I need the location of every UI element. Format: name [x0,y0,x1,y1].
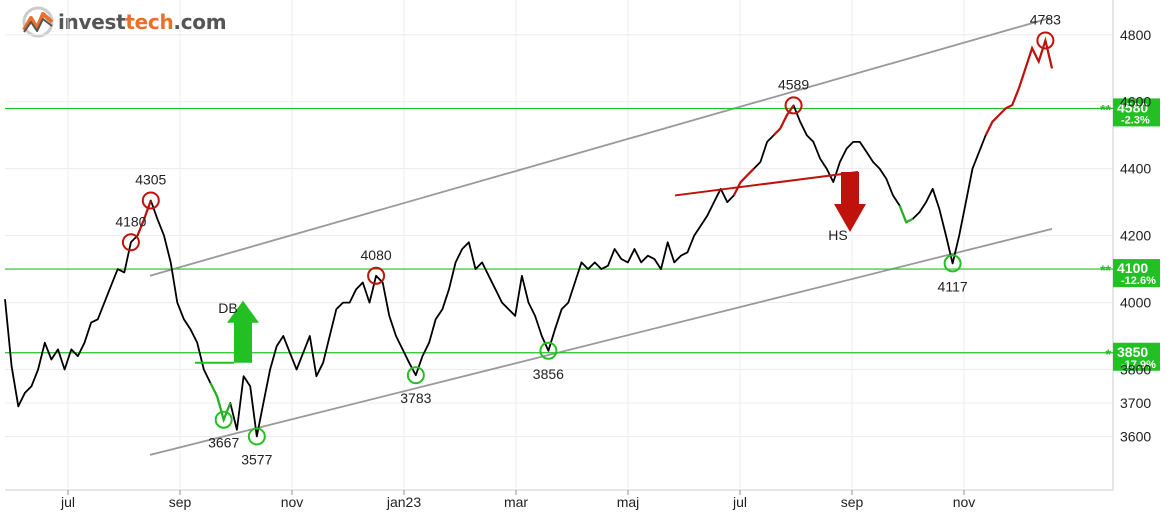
y-tick-label: 3800 [1120,362,1151,378]
price-line-segment [898,205,914,224]
channel-lower-line [149,228,1053,456]
y-tick-label: 4400 [1120,161,1151,177]
level-value: 4100 [1117,260,1148,276]
price-line [4,39,1053,438]
price-line-segment [732,167,755,196]
arrow-down-icon [834,172,866,233]
investtech-logo: investtech.com [18,6,227,38]
pivot-circle [406,366,425,385]
price-line-segment [772,104,795,136]
pivot-points: 3667 4305 3577 4080 3783 4180 3856 4589 4117 4783 [115,11,1061,467]
level-change: -17.9% [1121,359,1156,371]
pivot-label: 3856 [533,366,564,382]
pivot-circle [943,254,962,273]
y-tick-label: 4200 [1120,228,1151,244]
price-series [4,36,1054,438]
price-line-segment [136,200,152,237]
channel-upper-line [149,17,1051,277]
level-change: -12.6% [1121,275,1156,287]
price-line-segment [209,382,232,424]
pivot-circle [1036,31,1055,50]
x-tick-label: jul [60,494,75,510]
level-marker: * [1106,346,1112,362]
y-tick-label: 4600 [1120,94,1151,110]
arrow-up-icon [227,300,259,363]
y-tick-label: 3700 [1120,395,1151,411]
price-line-segment [984,36,1054,136]
pivot-label: 4305 [135,171,166,187]
pivot-circle [539,341,558,360]
x-tick-labels: jul sep nov jan23 mar maj jul sep nov [60,494,975,510]
pivot-label: 3667 [208,435,239,451]
x-tick-label: sep [841,494,864,510]
pivot-circle [121,233,140,252]
y-tick-label: 4000 [1120,295,1151,311]
x-tick-label: nov [953,494,976,510]
y-tick-label: 4800 [1120,27,1151,43]
level-marker: ** [1100,262,1111,278]
pivot-label: 4080 [361,247,392,263]
pivot-label: 3577 [241,451,272,467]
pivot-circle [141,191,160,210]
trend-channel [149,17,1053,456]
level-labels: ** 4580-2.3% ** 4100-12.6% * 3850-17.9% [1100,98,1160,371]
level-value: 3850 [1117,344,1148,360]
support-resistance-levels [5,107,1113,354]
logo-mark-icon [22,6,54,38]
y-tick-labels: 4800 4600 4400 4200 4000 3800 3700 3600 [1120,27,1151,445]
level-change: -2.3% [1121,114,1150,126]
level-badge [1113,98,1160,127]
pivot-label: 4589 [778,76,809,92]
chart-patterns: DB HS [195,171,866,364]
level-badge [1113,259,1160,288]
x-tick-label: maj [617,494,640,510]
x-tick-label: sep [169,494,192,510]
logo-text: investtech.com [58,10,227,34]
axes [5,0,1114,495]
pivot-circle [247,427,266,446]
pivot-circle [784,96,803,115]
x-tick-label: jul [732,494,747,510]
pivot-label: 4783 [1030,11,1061,27]
pivot-label: 4180 [115,213,146,229]
x-tick-label: jan23 [386,494,421,510]
gridlines [5,0,1113,490]
pivot-label: 4117 [938,278,968,294]
pivot-label: 3783 [400,390,431,406]
y-tick-label: 3600 [1120,428,1151,444]
pattern-label: HS [828,227,847,243]
x-tick-label: mar [504,494,528,510]
x-tick-label: nov [281,494,304,510]
pivot-circle [367,266,386,285]
level-value: 4580 [1117,99,1148,115]
level-marker: ** [1100,101,1111,117]
pattern-neckline [674,171,859,197]
level-badge [1113,342,1160,371]
pattern-label: DB [218,300,237,316]
pivot-circle [214,410,233,429]
